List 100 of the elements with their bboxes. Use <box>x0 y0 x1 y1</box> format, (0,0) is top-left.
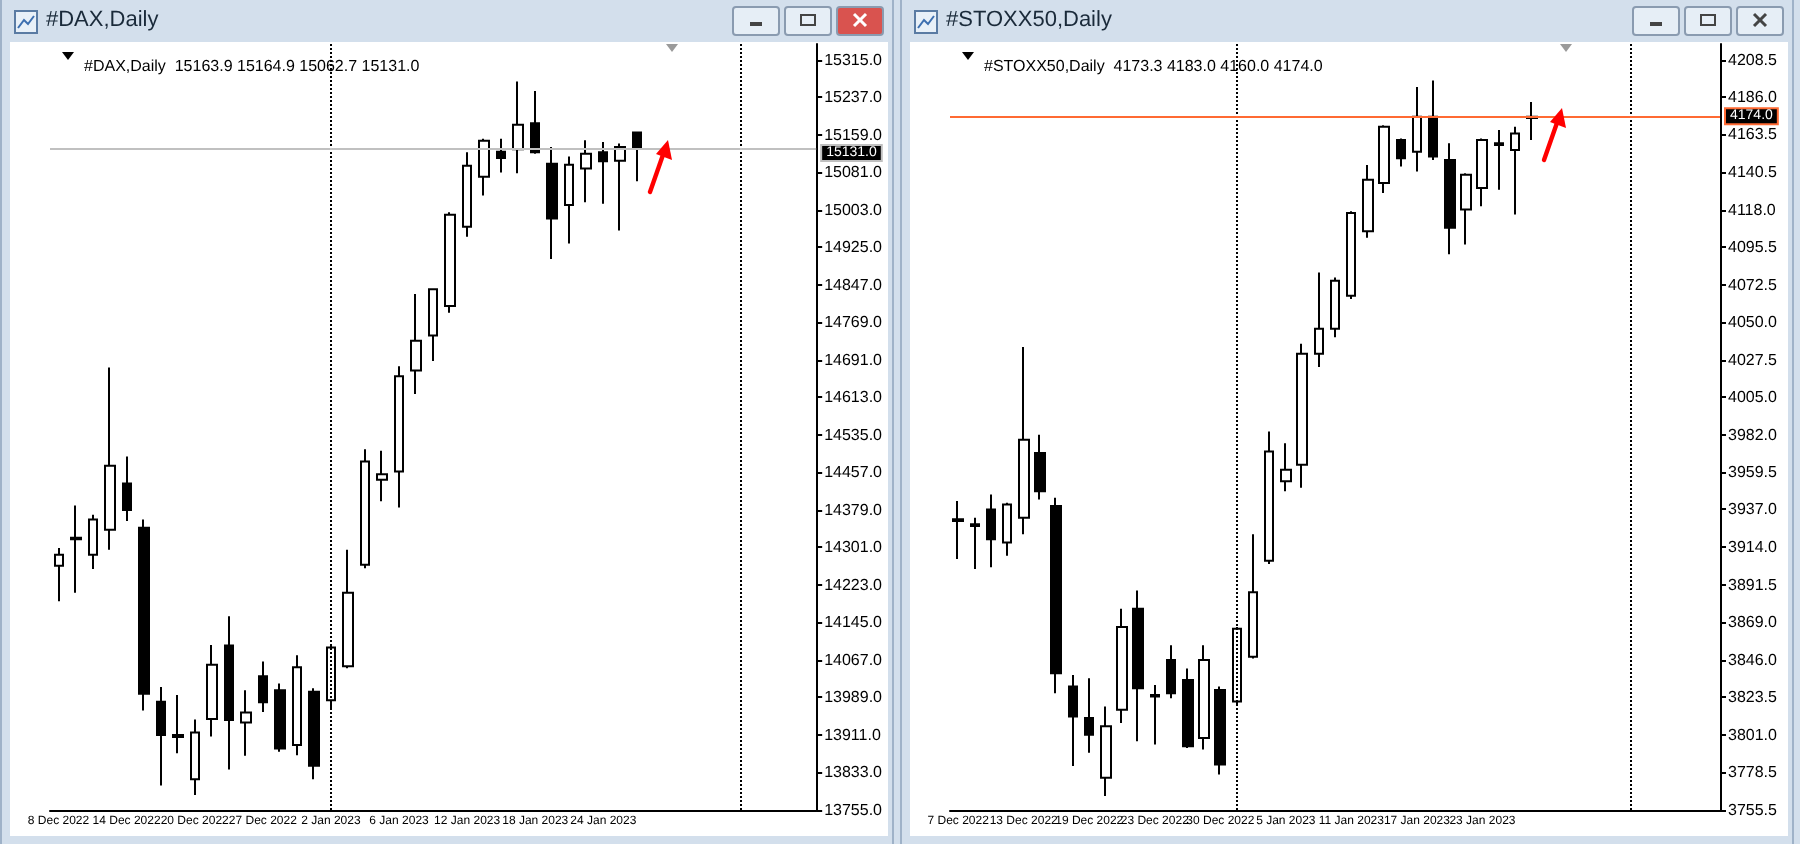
y-tick-label: 14145.0 <box>824 613 884 632</box>
candlestick <box>190 718 200 797</box>
candlestick <box>1002 501 1012 557</box>
y-tick-label: 4005.0 <box>1728 387 1779 406</box>
candlestick <box>478 137 490 197</box>
candlestick <box>1100 705 1112 797</box>
candlestick <box>1314 271 1324 368</box>
candlestick <box>1068 674 1078 768</box>
candlestick <box>1476 137 1488 208</box>
candlestick <box>224 615 234 771</box>
candlestick <box>1378 124 1390 195</box>
candlestick <box>1132 589 1144 743</box>
candlestick <box>1050 496 1062 695</box>
candlestick <box>172 694 184 755</box>
y-tick-label: 4186.0 <box>1728 88 1779 106</box>
candlestick <box>496 137 506 174</box>
candlestick <box>156 685 166 787</box>
y-tick-label: 3959.5 <box>1728 463 1779 482</box>
y-tick-label: 3801.0 <box>1728 725 1779 744</box>
chart-title: #STOXX50,Daily <box>946 8 1112 32</box>
candlestick <box>1198 644 1210 751</box>
candlestick <box>1280 442 1292 493</box>
y-tick-label: 14457.0 <box>824 463 884 482</box>
candlestick <box>240 689 252 757</box>
candlestick <box>1428 79 1438 161</box>
candlestick <box>530 90 540 155</box>
candlestick <box>394 365 404 509</box>
y-tick-label: 3937.0 <box>1728 500 1779 519</box>
y-tick-label: 15081.0 <box>824 163 884 182</box>
candlestick <box>122 455 132 523</box>
candlestick <box>138 518 150 712</box>
candlestick <box>1182 667 1194 749</box>
candlestick <box>1084 677 1094 754</box>
candlestick <box>1460 172 1472 246</box>
candlestick <box>1412 86 1422 173</box>
candlestick <box>206 644 218 738</box>
y-tick-label: 4095.5 <box>1728 237 1779 256</box>
candlestick <box>952 500 964 561</box>
y-tick-label: 14535.0 <box>824 425 884 444</box>
candlestick <box>1116 607 1128 725</box>
candlestick <box>546 145 558 260</box>
y-tick-label: 3914.0 <box>1728 538 1779 557</box>
candlestick <box>970 516 980 571</box>
y-tick-label: 15159.0 <box>824 125 884 144</box>
candlestick <box>308 687 320 781</box>
y-tick-label: 14691.0 <box>824 350 884 369</box>
candlestick <box>54 546 64 603</box>
y-tick-label: 15237.0 <box>824 88 884 107</box>
candlestick <box>410 293 422 396</box>
candlestick <box>986 493 996 569</box>
candlestick <box>1510 125 1520 216</box>
y-tick-label: 14613.0 <box>824 388 884 407</box>
y-tick-label: 13833.0 <box>824 763 884 782</box>
candlestick <box>104 366 116 551</box>
y-tick-label: 15315.0 <box>824 50 884 69</box>
y-tick-label: 14379.0 <box>824 500 884 519</box>
candlestick <box>1264 430 1274 566</box>
candlestick <box>632 131 642 183</box>
y-tick-label: 14067.0 <box>824 650 884 669</box>
y-tick-label: 4072.5 <box>1728 275 1779 294</box>
candlestick <box>580 139 592 204</box>
y-tick-label: 14301.0 <box>824 538 884 557</box>
candlestick <box>444 211 456 314</box>
y-tick-label: 14769.0 <box>824 313 884 332</box>
candlestick <box>1150 683 1160 746</box>
y-tick-label: 13911.0 <box>824 725 882 744</box>
y-tick-label: 4118.0 <box>1728 200 1777 219</box>
candlestick <box>376 449 388 503</box>
y-tick-label: 3755.5 <box>1728 801 1779 819</box>
y-tick-label: 4140.5 <box>1728 163 1779 182</box>
candlestick <box>614 142 626 232</box>
y-tick-label: 4208.5 <box>1728 50 1779 69</box>
candlestick <box>512 80 524 175</box>
candlestick <box>462 151 472 238</box>
candlestick <box>1018 346 1030 536</box>
candlestick <box>292 654 302 757</box>
y-tick-label: 4027.5 <box>1728 350 1779 369</box>
y-tick-label: 3846.0 <box>1728 651 1779 670</box>
candlestick <box>1248 533 1258 660</box>
candlestick <box>258 660 268 713</box>
candlestick <box>1346 210 1356 301</box>
text: #STOXX50,Daily 4173.3 4183.0 4160.0 4174.0 <box>984 57 1324 75</box>
y-tick-label: 4050.0 <box>1728 313 1779 332</box>
y-tick-label: 14925.0 <box>824 238 884 257</box>
y-tick-label: 3778.5 <box>1728 762 1779 781</box>
y-tick-label: 3891.5 <box>1728 575 1779 594</box>
y-tick-label: 3982.0 <box>1728 425 1779 444</box>
candlestick <box>342 548 354 670</box>
candlestick <box>1296 342 1308 489</box>
text: #DAX,Daily 15163.9 15164.9 15062.7 15131.0 <box>84 57 421 75</box>
candlestick <box>564 155 574 245</box>
candlestick <box>360 448 370 570</box>
y-tick-label: 14847.0 <box>824 275 884 294</box>
candlestick <box>1166 644 1176 700</box>
chart-title: #DAX,Daily <box>46 8 159 32</box>
y-tick-label: 15003.0 <box>824 200 884 219</box>
y-tick-label: 3869.0 <box>1728 613 1779 632</box>
candlestick <box>88 513 98 571</box>
candlestick <box>1214 685 1226 776</box>
y-tick-label: 3823.5 <box>1728 688 1779 707</box>
